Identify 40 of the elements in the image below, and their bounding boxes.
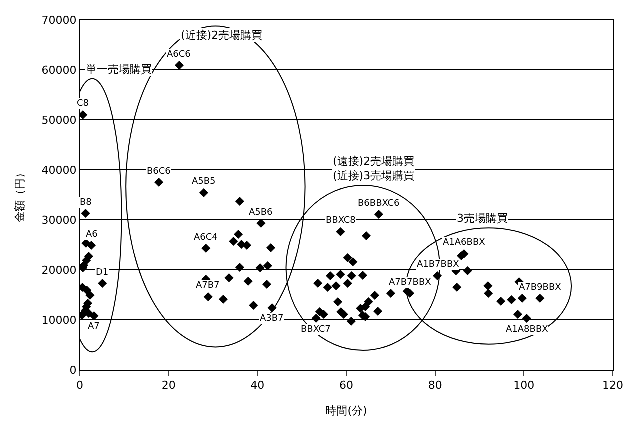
y-tick-label: 70000	[42, 14, 77, 27]
annotation: (遠接)2売場購買 (近接)3売場購買	[333, 155, 415, 182]
x-tick-label: 100	[514, 379, 535, 392]
annotation: A7B7	[196, 281, 220, 291]
x-tick-label: 120	[602, 379, 624, 392]
annotation: A6C6	[167, 50, 192, 60]
annotation: A1B7BBX	[417, 260, 460, 270]
y-tick-label: 50000	[42, 114, 77, 127]
x-tick-label: 60	[340, 379, 354, 392]
annotation: B8	[80, 198, 92, 208]
annotation: (近接)2売場購買	[181, 29, 263, 42]
y-tick-label: 60000	[42, 64, 77, 77]
annotation: A1A6BBX	[443, 238, 486, 248]
annotation: A5B5	[192, 177, 216, 187]
y-tick-label: 10000	[42, 314, 77, 327]
annotation: A3B7	[260, 314, 284, 324]
annotation: 単一売場購買	[86, 63, 152, 76]
y-tick-label: 20000	[42, 264, 77, 277]
annotation: D1	[96, 268, 109, 278]
annotation: A7	[88, 322, 100, 332]
y-tick-label: 40000	[42, 164, 77, 177]
y-tick-label: 30000	[42, 214, 77, 227]
annotation: A5B6	[249, 208, 274, 218]
annotation: A6C4	[194, 233, 218, 243]
annotation: A7B7BBX	[389, 278, 432, 288]
annotation: BBXC7	[301, 325, 331, 335]
annotation: A7B9BBX	[519, 283, 562, 293]
x-tick-label: 40	[250, 379, 265, 392]
annotation: B6C6	[147, 167, 172, 177]
y-tick-label: 0	[70, 364, 77, 377]
x-axis-title: 時間(分)	[326, 404, 368, 418]
y-axis-title: 金額（円）	[13, 168, 26, 222]
annotation: A6	[86, 230, 98, 240]
x-tick-label: 80	[428, 379, 442, 392]
x-tick-label: 20	[162, 379, 176, 392]
annotation: 3売場購買	[457, 212, 508, 225]
annotation: C8	[77, 99, 90, 109]
annotation: A1A8BBX	[506, 325, 548, 335]
annotation: BBXC8	[326, 216, 356, 226]
annotation: B6BBXC6	[358, 199, 400, 209]
